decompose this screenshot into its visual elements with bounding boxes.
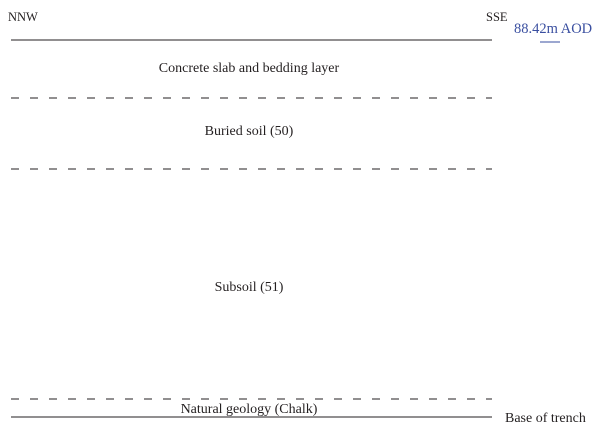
orientation-right-label: SSE: [486, 10, 508, 24]
layer-label-buried-soil: Buried soil (50): [205, 124, 294, 139]
datum-level-label: 88.42m AOD: [514, 21, 592, 37]
layer-label-natural-geology: Natural geology (Chalk): [181, 402, 318, 417]
orientation-left-label: NNW: [8, 10, 38, 24]
base-of-trench-label: Base of trench: [505, 411, 586, 426]
layer-label-subsoil: Subsoil (51): [215, 280, 284, 295]
layer-label-concrete-slab: Concrete slab and bedding layer: [159, 61, 340, 76]
